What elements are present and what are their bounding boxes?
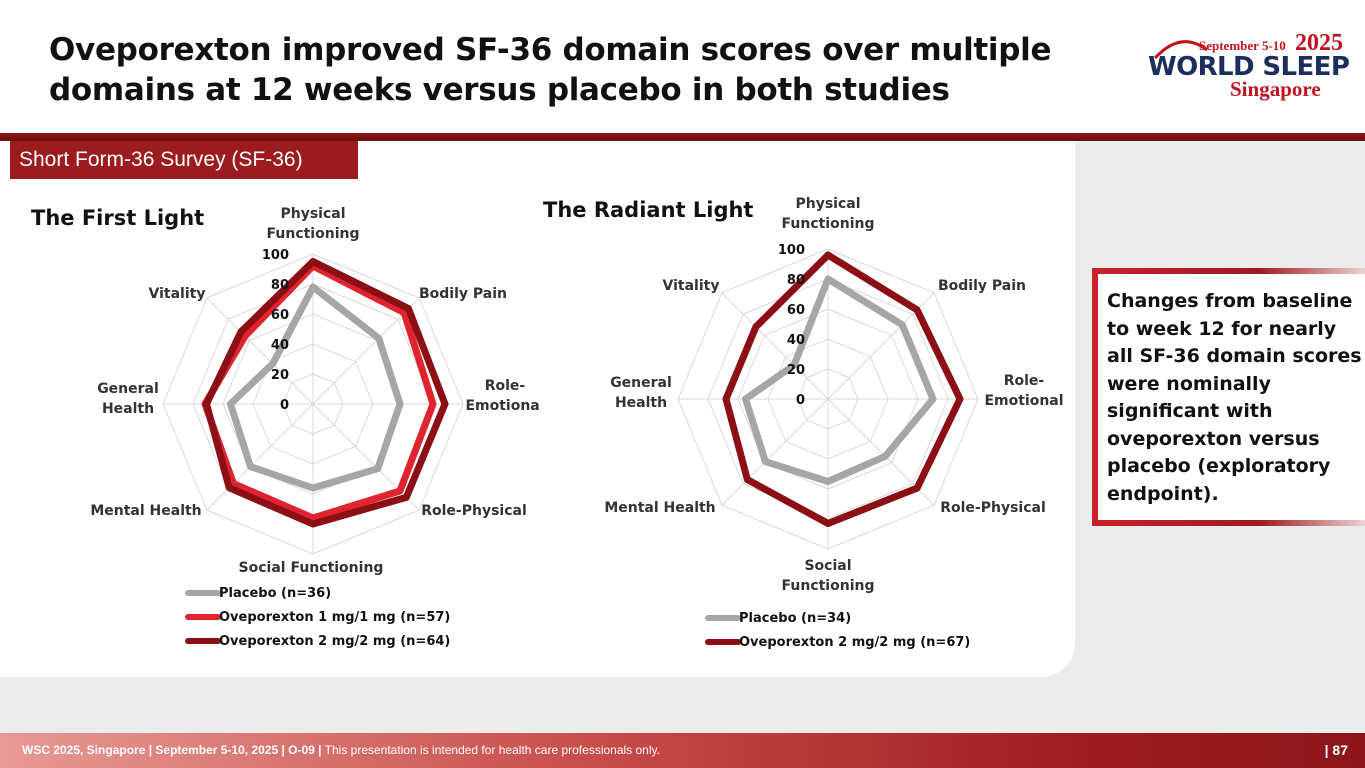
radar-chart-first-light: 0 20 40 60 80 100 Physical Functioning Bodily Pa… (90, 206, 540, 649)
axis-label-line: Emotional (984, 393, 1063, 409)
logo-year: 2025 (1295, 30, 1343, 56)
legend-label: Placebo (n=36) (219, 586, 331, 601)
grid-spoke (206, 297, 314, 405)
series-polygon-0 (742, 275, 937, 485)
axis-label: Bodily Pain (938, 278, 1026, 294)
callout-text: Changes from baseline to week 12 for nea… (1107, 290, 1362, 505)
axis-label-line: Physical (280, 206, 345, 222)
world-sleep-logo: September 5-10 2025 WORLD SLEEP Singapor… (1145, 30, 1355, 102)
page-number: | 87 (1324, 742, 1348, 758)
axis-label-line: Functioning (782, 216, 875, 232)
logo-arc-icon (1153, 40, 1208, 60)
axis-label-line: Role-Physical (940, 500, 1046, 516)
axis-label: Role-Physical (421, 503, 527, 519)
axis-label: Physical Functioning (267, 206, 360, 242)
axis-label-line: Vitality (149, 286, 206, 302)
tick-label: 100 (778, 243, 805, 258)
grid-spoke (312, 297, 420, 405)
axis-label: General Health (97, 381, 159, 417)
axis-label: Mental Health (90, 503, 201, 519)
grid-spoke (721, 292, 829, 400)
footer-meeting-info: WSC 2025, Singapore | September 5-10, 20… (22, 743, 322, 757)
tick-label: 80 (271, 278, 289, 293)
logo-dates: September 5-10 (1199, 38, 1286, 53)
axis-label-line: General (610, 375, 672, 391)
chart-title-first-light: The First Light (31, 206, 205, 230)
grid-spoke (206, 403, 314, 511)
slide-title: Oveporexton improved SF-36 domain scores… (49, 30, 1089, 110)
chart-title-radiant-light: The Radiant Light (543, 198, 754, 222)
legend-label: Oveporexton 1 mg/1 mg (n=57) (219, 610, 450, 625)
axis-label-line: Role- (1004, 373, 1045, 389)
section-tab: Short Form-36 Survey (SF-36) (10, 141, 358, 179)
axis-label-line: Role- (485, 378, 526, 394)
axis-label-line: Functioning (782, 578, 875, 594)
axis-label-line: Physical (795, 196, 860, 212)
callout-bottom-bar (1092, 520, 1365, 526)
callout-box: Changes from baseline to week 12 for nea… (1092, 268, 1365, 526)
axis-label-line: Role-Physical (421, 503, 527, 519)
series-polygon-2 (203, 258, 449, 528)
axis-label: Role- Emotional (984, 373, 1063, 409)
series-polygon-1 (722, 251, 964, 527)
footer-info: WSC 2025, Singapore | September 5-10, 20… (22, 733, 660, 768)
slide-title-line1: Oveporexton improved SF-36 domain scores… (49, 32, 1052, 68)
grid-spoke (721, 398, 829, 506)
axis-label: Vitality (149, 286, 206, 302)
logo-city: Singapore (1230, 77, 1321, 101)
tick-label: 80 (787, 273, 805, 288)
axis-label: Role-Physical (940, 500, 1046, 516)
axis-label: Social Functioning (782, 558, 875, 594)
axis-label: Bodily Pain (419, 286, 507, 302)
legend-label: Oveporexton 2 mg/2 mg (n=64) (219, 634, 450, 649)
tick-label: 60 (787, 303, 805, 318)
tick-label: 100 (262, 248, 289, 263)
axis-label: Mental Health (604, 500, 715, 516)
axis-label-line: Mental Health (604, 500, 715, 516)
axis-label: Social Functioning (239, 560, 384, 576)
footer: WSC 2025, Singapore | September 5-10, 20… (0, 733, 1365, 768)
tick-label: 20 (271, 368, 289, 383)
tick-label: 60 (271, 308, 289, 323)
axis-label: General Health (610, 375, 672, 411)
axis-label-line: Emotional (465, 398, 540, 414)
callout-top-bar (1092, 268, 1365, 274)
axis-label-line: Health (102, 401, 154, 417)
legend-label: Placebo (n=34) (739, 611, 851, 626)
axis-label-line: Bodily Pain (419, 286, 507, 302)
axis-label: Role- Emotional (465, 378, 540, 414)
slide-title-line2: domains at 12 weeks versus placebo in bo… (49, 72, 950, 108)
axis-label-line: Mental Health (90, 503, 201, 519)
axis-label-line: Social (804, 558, 851, 574)
tick-label: 20 (787, 363, 805, 378)
legend-label: Oveporexton 2 mg/2 mg (n=67) (739, 635, 970, 650)
logo-brand: WORLD SLEEP (1148, 52, 1350, 82)
axis-label: Vitality (663, 278, 720, 294)
tick-label: 0 (280, 398, 289, 413)
axis-label-line: Functioning (267, 226, 360, 242)
axis-label-line: Bodily Pain (938, 278, 1026, 294)
header-divider (0, 133, 1365, 141)
axis-label-line: Vitality (663, 278, 720, 294)
series-polygon-0 (227, 283, 404, 492)
axis-label: Physical Functioning (782, 196, 875, 232)
tick-label: 0 (796, 393, 805, 408)
radar-chart-radiant-light: 0 20 40 60 80 100 Physical Functioning Bodily Pa… (604, 196, 1063, 650)
axis-label-line: General (97, 381, 159, 397)
axis-label-line: Social Functioning (239, 560, 384, 576)
footer-disclaimer: This presentation is intended for health… (324, 743, 660, 757)
tick-label: 40 (271, 338, 289, 353)
chart-panel (0, 141, 1075, 677)
tick-label: 40 (787, 333, 805, 348)
axis-label-line: Health (615, 395, 667, 411)
